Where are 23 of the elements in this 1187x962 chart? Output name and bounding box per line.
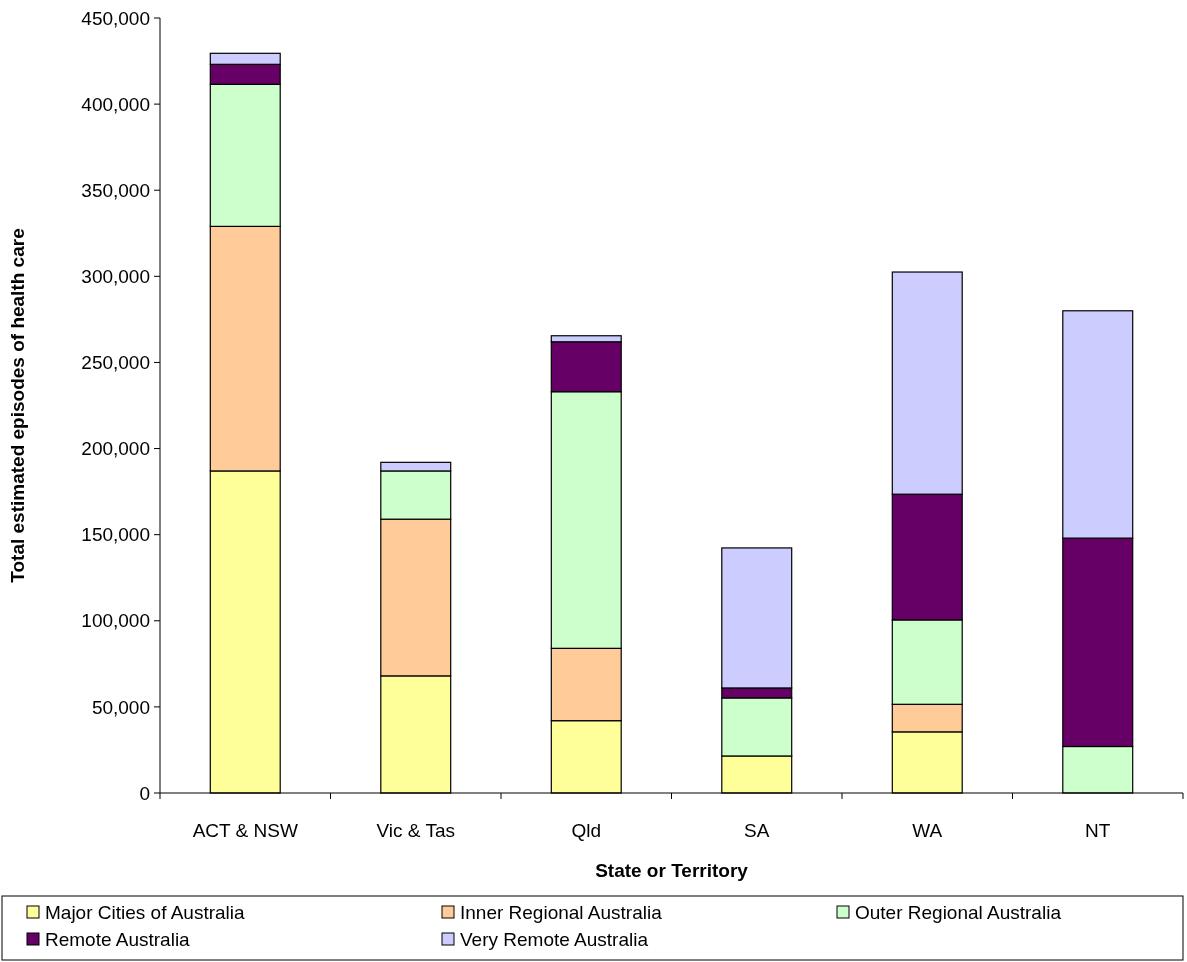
x-axis-title: State or Territory: [595, 860, 749, 881]
y-tick-label: 50,000: [91, 696, 150, 718]
legend-label: Very Remote Australia: [460, 928, 649, 950]
legend-label: Remote Australia: [45, 928, 191, 950]
y-tick-label: 450,000: [81, 7, 150, 29]
x-tick-label: ACT & NSW: [192, 820, 298, 841]
legend-label: Major Cities of Australia: [45, 901, 246, 923]
x-tick-label: Qld: [571, 820, 602, 841]
y-tick-label: 100,000: [81, 610, 150, 632]
y-tick-label: 0: [139, 782, 150, 804]
y-tick-label: 300,000: [81, 265, 150, 287]
x-tick-label: Vic & Tas: [376, 820, 456, 841]
y-tick-label: 200,000: [81, 438, 150, 460]
x-tick-label: WA: [912, 820, 943, 841]
legend-label: Inner Regional Australia: [460, 901, 663, 923]
x-tick-label: SA: [744, 820, 770, 841]
y-tick-label: 350,000: [81, 179, 150, 201]
y-tick-label: 250,000: [81, 352, 150, 374]
y-tick-label: 150,000: [81, 524, 150, 546]
legend-label: Outer Regional Australia: [855, 901, 1062, 923]
y-tick-label: 400,000: [81, 93, 150, 115]
x-tick-label: NT: [1085, 820, 1111, 841]
y-axis-title: Total estimated episodes of health care: [7, 228, 28, 583]
